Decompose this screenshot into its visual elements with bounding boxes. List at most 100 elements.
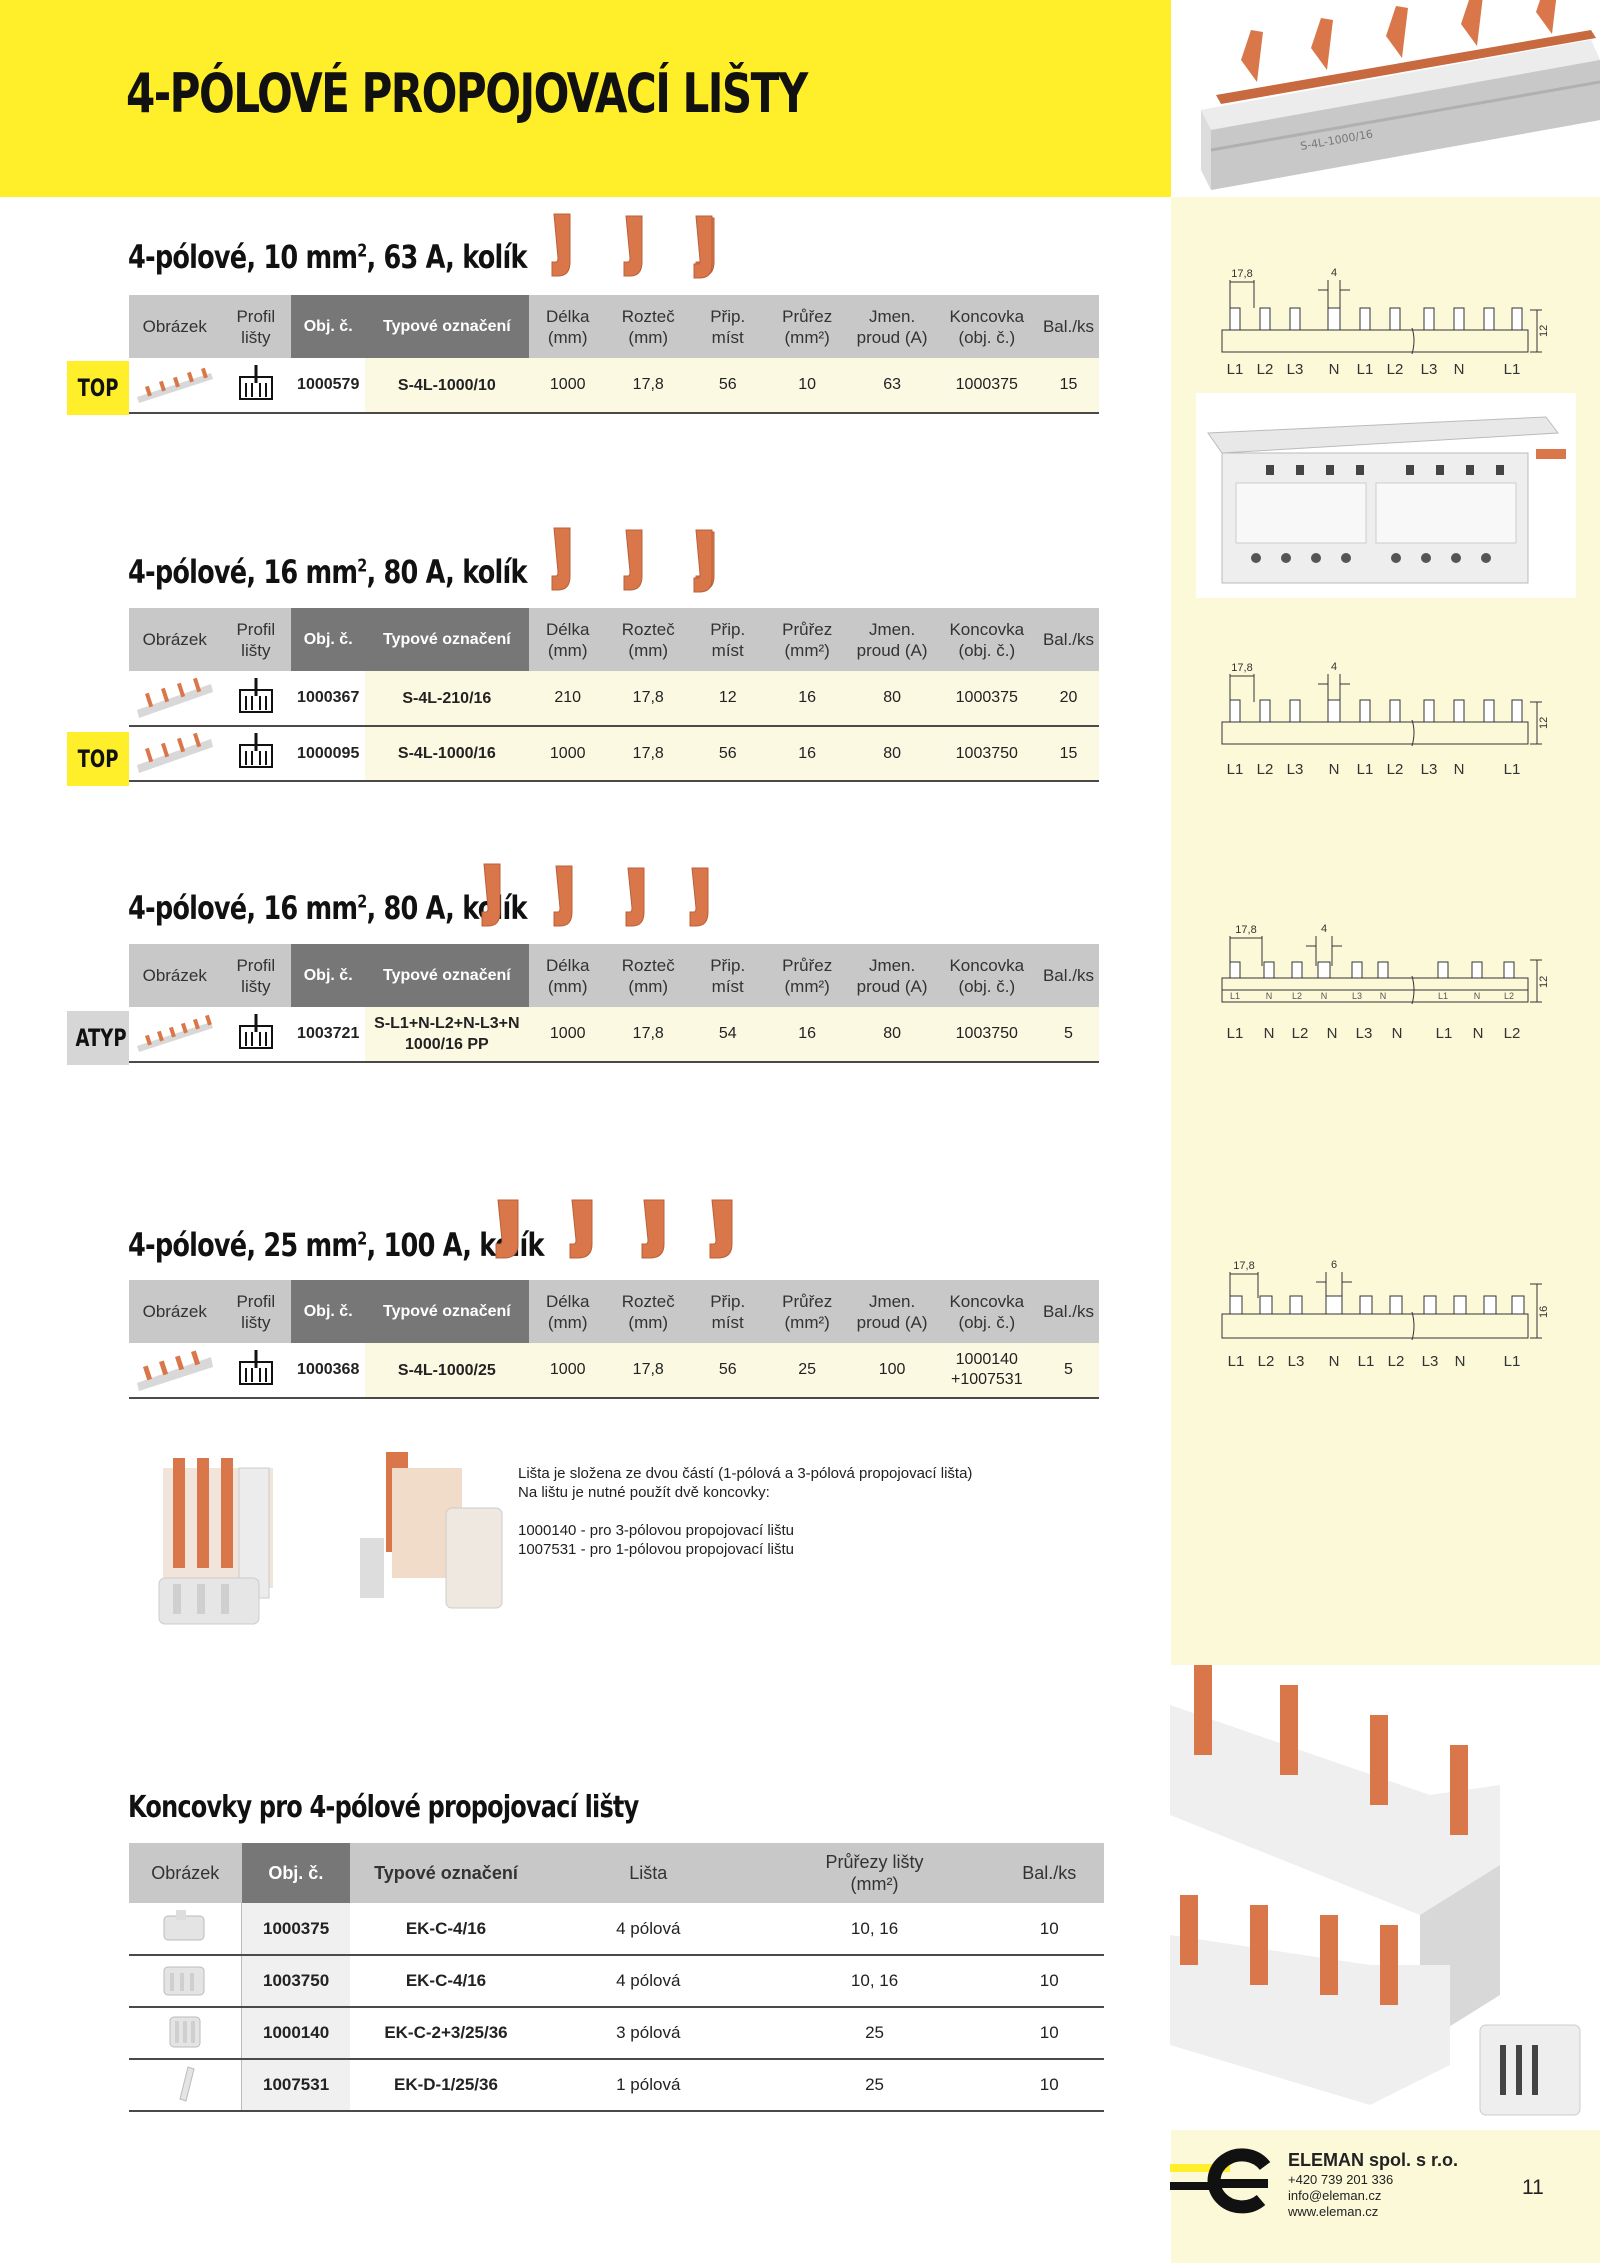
page-title: 4-PÓLOVÉ PROPOJOVACÍ LIŠTY	[126, 62, 808, 125]
diagram-3-label: L3	[1356, 1025, 1373, 1042]
tag-label: ATYP	[75, 1024, 127, 1052]
col-length: Délka (mm)	[528, 295, 607, 358]
col-sections-l1: Průřezy lišty	[825, 1852, 924, 1872]
col-sections: Průřezy lišty (mm²)	[754, 1843, 995, 1903]
col-sections-l2: (mm²)	[850, 1874, 899, 1894]
row-code: 1000368	[291, 1343, 366, 1399]
diagram-3-label: L1	[1436, 1025, 1453, 1042]
col-pitch: Rozteč (mm)	[606, 944, 690, 1007]
section-1-title-pre: 4-pólové, 10 mm	[128, 238, 358, 276]
endcap-photo	[129, 1955, 243, 2008]
diagram-4-label: L1	[1228, 1353, 1245, 1370]
diagram-3-small-label: N	[1380, 991, 1387, 1001]
section-4-pin-photos	[494, 1196, 754, 1281]
diagram-2-dim1: 17,8	[1231, 662, 1252, 674]
diagram-1-label: L2	[1257, 361, 1274, 378]
section-1-title-post: , 63 A, kolík	[366, 238, 528, 276]
row-pack: 5	[1037, 1007, 1099, 1063]
row-code: 1003750	[241, 1955, 351, 2008]
col-profile-l1: Profil	[236, 619, 276, 639]
diagram-1-label: L1	[1504, 361, 1521, 378]
col-section-l2: (mm²)	[784, 327, 830, 347]
diagram-1-label: N	[1329, 361, 1340, 378]
row-type: EK-D-1/25/36	[350, 2059, 542, 2112]
col-pitch-l1: Rozteč	[621, 619, 675, 639]
note-line: 1007531 - pro 1-pólovou propojovací lišt…	[518, 1541, 795, 1558]
diagram-3-small-label: L1	[1230, 991, 1240, 1001]
col-pitch-l2: (mm)	[628, 640, 669, 660]
row-section: 16	[765, 671, 849, 727]
section-2-title-post: , 80 A, kolík	[366, 553, 528, 591]
section-4-title: 4-pólové, 25 mm2, 100 A, kolík	[128, 1226, 545, 1264]
col-pitch: Rozteč (mm)	[606, 608, 690, 671]
diagram-3-label: N	[1473, 1025, 1484, 1042]
col-type: Typové označení	[365, 608, 529, 671]
diagram-2-label: N	[1454, 761, 1465, 778]
diagram-3-small-label: L3	[1352, 991, 1362, 1001]
table-row: 1000375 EK-C-4/16 4 pólová 10, 16 10	[129, 1903, 1104, 1956]
tag-atyp: ATYP	[67, 1011, 129, 1065]
col-length-l1: Délka	[545, 306, 590, 326]
col-section: Průřez (mm²)	[765, 295, 849, 358]
row-length: 1000	[528, 1343, 607, 1399]
row-code: 1000367	[291, 671, 366, 727]
diagram-3-label: N	[1392, 1025, 1403, 1042]
table-row: 1000095 S-4L-1000/16 1000 17,8 56 16 80 …	[129, 726, 1099, 782]
company-web[interactable]: www.eleman.cz	[1288, 2204, 1379, 2219]
row-endcap: 1003750	[935, 726, 1038, 782]
col-current: Jmen. proud (A)	[848, 1280, 936, 1343]
profile-icon	[220, 671, 292, 727]
section-2-title: 4-pólové, 16 mm2, 80 A, kolík	[128, 553, 528, 591]
table-header-row: Obrázek Profil lišty Obj. č. Typové označ…	[129, 295, 1099, 358]
diagram-1-label: L1	[1357, 361, 1374, 378]
row-pack: 10	[994, 2007, 1104, 2060]
section-4-title-sup: 2	[357, 1228, 367, 1250]
row-endcap: 1000375	[935, 671, 1038, 727]
col-pitch-l1: Rozteč	[621, 1291, 675, 1311]
diagram-1-dim1: 17,8	[1231, 268, 1252, 280]
note-line: 1000140 - pro 3-pólovou propojovací lišt…	[518, 1522, 795, 1539]
col-section-l2: (mm²)	[784, 976, 830, 996]
row-pack: 10	[994, 1955, 1104, 2008]
row-type: S-4L-1000/25	[365, 1343, 529, 1399]
diagram-3-height: 12	[1538, 976, 1550, 988]
endcaps-table: Obrázek Obj. č. Typové označení Lišta Pr…	[129, 1843, 1104, 2112]
diagram-1-label: L1	[1227, 361, 1244, 378]
row-endcap: 1003750	[935, 1007, 1038, 1063]
row-type-l2: 1000/16 PP	[405, 1036, 489, 1053]
table-header-row: Obrázek Profil lišty Obj. č. Typové označ…	[129, 944, 1099, 1007]
row-current: 80	[848, 726, 936, 782]
row-current: 80	[848, 671, 936, 727]
endcap-photo	[129, 1903, 243, 1956]
col-endcap: Koncovka (obj. č.)	[935, 1280, 1038, 1343]
diagram-1-label: L3	[1421, 361, 1438, 378]
col-pitch-l2: (mm)	[628, 1312, 669, 1332]
diagram-4-label: L2	[1388, 1353, 1405, 1370]
diagram-2-label: N	[1329, 761, 1340, 778]
row-endcap-l2: +1007531	[950, 1371, 1023, 1388]
col-profile-l1: Profil	[236, 955, 276, 975]
diagram-3-small-label: L1	[1438, 991, 1448, 1001]
col-code: Obj. č.	[291, 295, 366, 358]
col-bar: Lišta	[541, 1843, 755, 1903]
section-2-title-sup: 2	[357, 555, 367, 577]
company-name: ELEMAN spol. s r.o.	[1288, 2150, 1459, 2170]
col-pack: Bal./ks	[994, 1843, 1104, 1903]
col-current-l2: proud (A)	[856, 1312, 928, 1332]
table-header-row: Obrázek Profil lišty Obj. č. Typové označ…	[129, 1280, 1099, 1343]
row-section: 16	[765, 1007, 849, 1063]
diagram-3-small-label: N	[1321, 991, 1328, 1001]
col-places-l1: Přip.	[710, 1291, 746, 1311]
company-email[interactable]: info@eleman.cz	[1288, 2188, 1382, 2203]
row-length: 1000	[528, 358, 607, 414]
diagram-2-height: 12	[1538, 717, 1550, 729]
diagram-3: 17,8 4 12 L1 N L2 N L3 N L1 N L2 L1 N L2…	[1212, 918, 1552, 1053]
row-section: 25	[765, 1343, 849, 1399]
diagram-3-dim2: 4	[1321, 923, 1327, 935]
section-4-title-pre: 4-pólové, 25 mm	[128, 1226, 358, 1264]
row-type: EK-C-4/16	[350, 1903, 542, 1956]
col-profile-l2: lišty	[241, 976, 271, 996]
row-bar: 3 pólová	[541, 2007, 755, 2060]
row-current: 80	[848, 1007, 936, 1063]
section-2-table: Obrázek Profil lišty Obj. č. Typové označ…	[129, 608, 1099, 782]
